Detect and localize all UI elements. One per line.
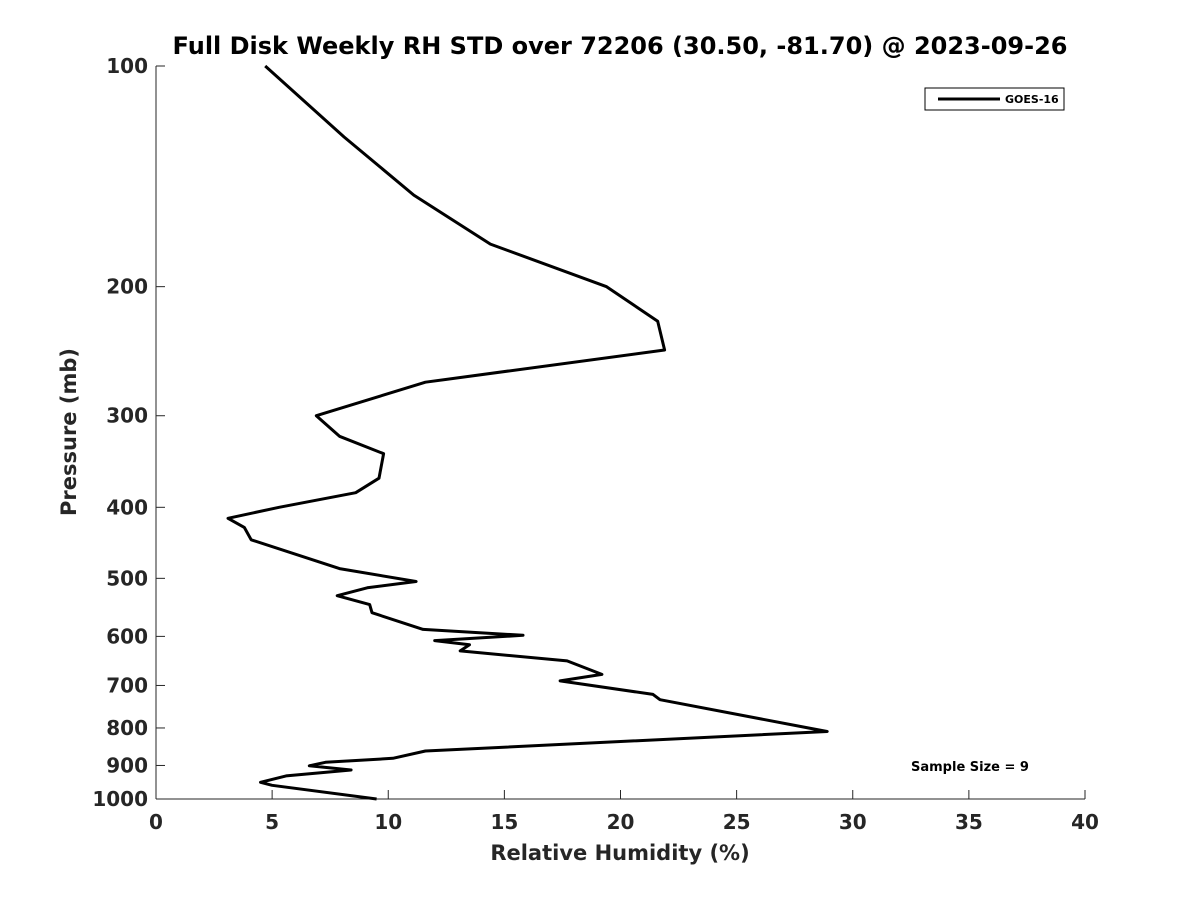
x-tick-label: 5 [265, 810, 279, 834]
y-tick-label: 800 [106, 716, 148, 740]
y-ticks: 100 200 300 400 500 600 700 800 900 1000 [92, 54, 165, 811]
y-tick-label: 1000 [92, 787, 148, 811]
x-tick-label: 15 [490, 810, 518, 834]
legend: GOES-16 [924, 87, 1065, 111]
x-tick-label: 30 [839, 810, 867, 834]
sample-size-annotation: Sample Size = 9 [911, 760, 1029, 775]
y-tick-label: 400 [106, 495, 148, 519]
x-tick-label: 0 [149, 810, 163, 834]
x-tick-label: 35 [955, 810, 983, 834]
x-axis-label: Relative Humidity (%) [490, 841, 749, 865]
y-tick-label: 100 [106, 54, 148, 78]
chart-title: Full Disk Weekly RH STD over 72206 (30.5… [173, 32, 1068, 60]
x-tick-label: 20 [607, 810, 635, 834]
x-tick-label: 10 [374, 810, 402, 834]
series-line-0 [226, 64, 829, 801]
y-tick-label: 900 [106, 753, 148, 777]
x-tick-label: 25 [723, 810, 751, 834]
y-tick-label: 600 [106, 624, 148, 648]
series-group [226, 64, 829, 801]
x-ticks: 0 5 10 15 20 25 30 35 40 [149, 790, 1099, 834]
y-tick-label: 200 [106, 275, 148, 299]
y-tick-label: 700 [106, 673, 148, 697]
x-tick-label: 40 [1071, 810, 1099, 834]
legend-label: GOES-16 [1005, 93, 1059, 106]
y-axis-label: Pressure (mb) [57, 348, 81, 516]
y-tick-label: 500 [106, 566, 148, 590]
y-tick-label: 300 [106, 404, 148, 428]
